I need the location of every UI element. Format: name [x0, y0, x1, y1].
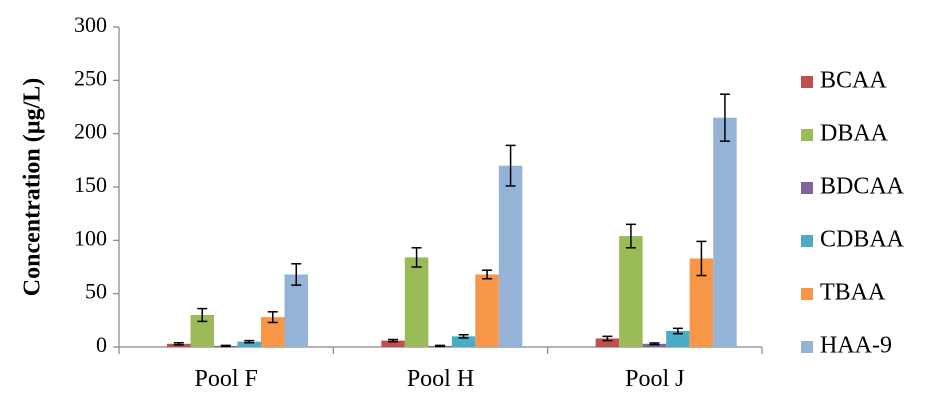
y-tick-label: 200 [74, 119, 107, 144]
bar-cdbaa [237, 341, 261, 347]
bar-bcaa [381, 340, 405, 347]
error-bar [649, 342, 660, 346]
x-category-label: Pool H [407, 366, 474, 392]
y-axis-title-group: Concentration (µg/L) [20, 78, 46, 296]
bar-dbaa [190, 315, 214, 347]
bar-tbaa [475, 274, 499, 347]
error-bar [197, 307, 208, 323]
legend-item: BDCAA [801, 174, 905, 200]
error-bar [482, 269, 493, 280]
legend-label: DBAA [820, 121, 889, 147]
error-bar [291, 263, 302, 286]
y-tick-label: 250 [74, 65, 107, 90]
error-bar [173, 341, 184, 346]
legend-swatch [801, 182, 813, 194]
error-bar [388, 338, 399, 343]
legend-swatch [801, 341, 813, 353]
bar-haa-9 [284, 274, 308, 347]
bar-haa-9 [713, 117, 737, 348]
error-bar [458, 333, 469, 339]
error-bar [411, 247, 422, 268]
error-bar [672, 327, 683, 335]
error-bar [244, 339, 255, 344]
bar-bcaa [595, 338, 620, 347]
y-axis-title: Concentration (µg/L) [20, 78, 46, 296]
legend-label: CDBAA [820, 227, 905, 253]
error-bar [625, 223, 636, 249]
legend-item: CDBAA [801, 227, 905, 253]
bar-cdbaa [451, 336, 476, 347]
bar-haa-9 [498, 165, 523, 347]
legend-item: BCAA [801, 68, 887, 94]
legend-item: TBAA [801, 280, 886, 306]
bar-cdbaa [666, 331, 690, 347]
y-tick-label: 150 [74, 172, 107, 197]
y-axis-ticks: 0 50 100 150 200 250 300 [74, 12, 119, 357]
legend-swatch [801, 129, 813, 141]
y-tick-label: 50 [85, 279, 107, 304]
x-axis-category-labels: Pool F Pool H Pool J [118, 347, 763, 392]
error-bar [267, 311, 278, 324]
legend-label: BCAA [820, 68, 887, 94]
bar-tbaa [261, 317, 285, 347]
y-tick-label: 300 [74, 12, 107, 37]
error-bars [173, 93, 730, 348]
error-bar [696, 240, 707, 277]
error-bar [505, 144, 516, 187]
x-category-label: Pool F [194, 366, 257, 392]
legend: BCAA DBAA BDCAA CDBAA TBAA HAA-9 [801, 68, 905, 359]
legend-swatch [801, 288, 813, 300]
axes [118, 27, 762, 348]
legend-item: DBAA [801, 121, 889, 147]
legend-label: HAA-9 [820, 333, 892, 359]
y-tick-label: 0 [96, 332, 107, 357]
bars [167, 117, 737, 348]
legend-swatch [801, 235, 813, 247]
bar-dbaa [619, 236, 643, 347]
error-bar [602, 335, 613, 342]
y-tick-label: 100 [74, 225, 107, 250]
legend-label: BDCAA [820, 174, 905, 200]
legend-label: TBAA [820, 280, 886, 306]
error-bar [719, 93, 730, 142]
legend-swatch [801, 76, 813, 88]
x-category-label: Pool J [625, 366, 684, 392]
error-bar [220, 344, 231, 348]
error-bar [435, 344, 446, 348]
bar-tbaa [689, 258, 714, 347]
bar-dbaa [404, 257, 429, 347]
legend-item: HAA-9 [801, 333, 892, 359]
